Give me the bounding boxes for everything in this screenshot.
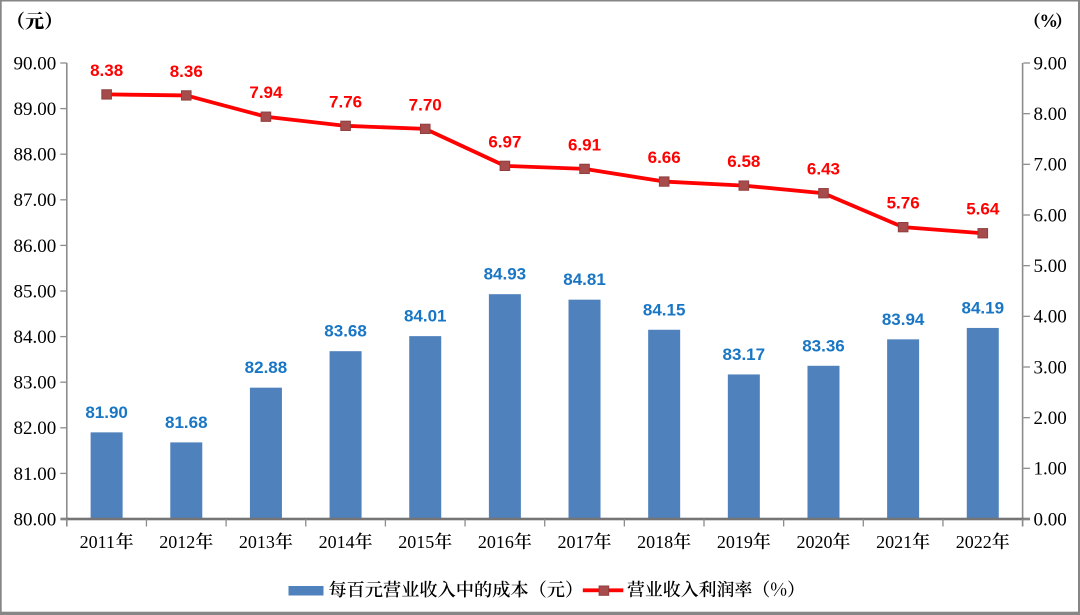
svg-text:6.66: 6.66	[648, 148, 681, 167]
svg-text:2017: 2017	[558, 532, 594, 552]
svg-text:2014: 2014	[319, 532, 355, 552]
svg-text:84.19: 84.19	[961, 298, 1004, 317]
svg-text:84.15: 84.15	[643, 300, 686, 319]
svg-text:7.70: 7.70	[409, 95, 442, 114]
svg-text:81.00: 81.00	[13, 464, 56, 485]
svg-text:2019: 2019	[717, 532, 753, 552]
svg-text:89.00: 89.00	[13, 99, 56, 120]
svg-text:0.00: 0.00	[1034, 509, 1067, 530]
svg-text:7.94: 7.94	[249, 83, 283, 102]
svg-text:81.68: 81.68	[165, 413, 208, 432]
svg-text:7.76: 7.76	[329, 92, 362, 111]
svg-text:88.00: 88.00	[13, 145, 56, 166]
svg-text:83.94: 83.94	[882, 310, 925, 329]
svg-text:6.43: 6.43	[807, 160, 840, 179]
svg-text:%: %	[1040, 12, 1059, 32]
svg-text:2015: 2015	[398, 532, 434, 552]
svg-text:86.00: 86.00	[13, 236, 56, 257]
svg-text:5.00: 5.00	[1034, 256, 1067, 277]
svg-text:8.38: 8.38	[90, 61, 123, 80]
svg-text:2012: 2012	[159, 532, 195, 552]
svg-text:2022: 2022	[956, 532, 992, 552]
svg-text:83.68: 83.68	[324, 322, 367, 341]
svg-text:9.00: 9.00	[1034, 53, 1067, 74]
svg-text:3.00: 3.00	[1034, 357, 1067, 378]
svg-text:6.58: 6.58	[727, 152, 760, 171]
svg-text:84.01: 84.01	[404, 307, 447, 326]
svg-text:5.76: 5.76	[887, 194, 920, 213]
svg-text:2020: 2020	[796, 532, 832, 552]
svg-text:2016: 2016	[478, 532, 514, 552]
svg-text:84.93: 84.93	[484, 265, 527, 284]
svg-text:1.00: 1.00	[1034, 459, 1067, 480]
svg-text:6.91: 6.91	[568, 135, 601, 154]
svg-text:2018: 2018	[637, 532, 673, 552]
svg-text:87.00: 87.00	[13, 190, 56, 211]
svg-text:83.17: 83.17	[723, 345, 766, 364]
svg-text:2.00: 2.00	[1034, 408, 1067, 429]
svg-text:82.88: 82.88	[245, 358, 288, 377]
svg-text:8.00: 8.00	[1034, 104, 1067, 125]
svg-text:80.00: 80.00	[13, 509, 56, 530]
svg-text:8.36: 8.36	[170, 62, 203, 81]
svg-text:85.00: 85.00	[13, 281, 56, 302]
svg-text:81.90: 81.90	[85, 403, 128, 422]
svg-text:90.00: 90.00	[13, 53, 56, 74]
svg-text:4.00: 4.00	[1034, 307, 1067, 328]
svg-text:7.00: 7.00	[1034, 155, 1067, 176]
svg-text:84.81: 84.81	[563, 270, 606, 289]
svg-text:6.00: 6.00	[1034, 205, 1067, 226]
svg-text:83.00: 83.00	[13, 373, 56, 394]
svg-text:6.97: 6.97	[488, 132, 521, 151]
svg-text:2021: 2021	[876, 532, 912, 552]
svg-text:2011: 2011	[80, 532, 115, 552]
svg-text:84.00: 84.00	[13, 327, 56, 348]
svg-text:82.00: 82.00	[13, 418, 56, 439]
svg-text:5.64: 5.64	[966, 200, 1000, 219]
svg-text:2013: 2013	[239, 532, 275, 552]
svg-text:83.36: 83.36	[802, 336, 845, 355]
